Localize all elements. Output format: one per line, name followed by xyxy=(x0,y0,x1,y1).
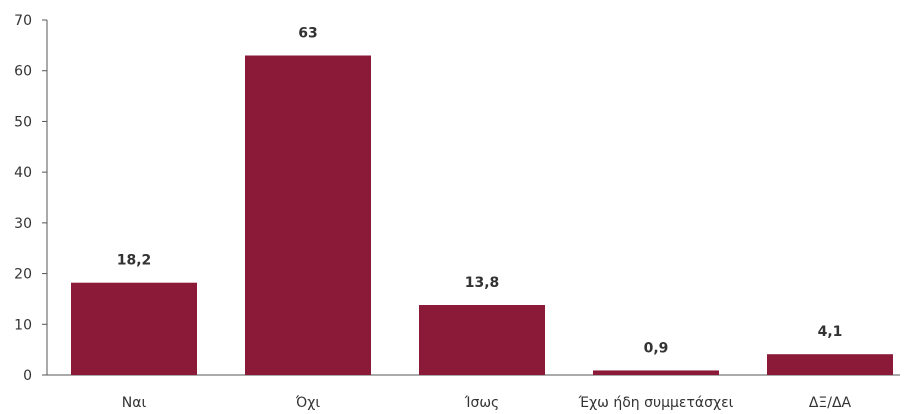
bar-value-label: 13,8 xyxy=(465,275,500,291)
y-axis: 0 10 20 30 40 50 60 70 xyxy=(14,13,48,384)
bar xyxy=(419,305,545,375)
x-category-label: Ίσως xyxy=(464,395,500,411)
bar xyxy=(593,370,719,375)
x-category-label: Όχι xyxy=(295,395,320,411)
y-tick-label: 70 xyxy=(14,13,32,29)
bar xyxy=(767,354,893,375)
bar-value-label: 0,9 xyxy=(644,340,669,356)
bars xyxy=(71,55,893,375)
category-labels: Ναι Όχι Ίσως Έχω ήδη συμμετάσχει ΔΞ/ΔΑ xyxy=(122,395,852,411)
y-tick-label: 50 xyxy=(14,114,32,130)
bar xyxy=(71,282,197,375)
y-tick-label: 0 xyxy=(23,368,32,384)
x-category-label: Ναι xyxy=(122,395,147,411)
y-tick-label: 60 xyxy=(14,64,32,80)
y-tick-label: 40 xyxy=(14,165,32,181)
bar-value-label: 63 xyxy=(298,26,317,42)
x-category-label: Έχω ήδη συμμετάσχει xyxy=(578,395,734,411)
y-tick-label: 10 xyxy=(14,317,32,333)
y-tick-label: 30 xyxy=(14,216,32,232)
x-category-label: ΔΞ/ΔΑ xyxy=(809,395,852,411)
y-tick-label: 20 xyxy=(14,267,32,283)
bar-value-label: 4,1 xyxy=(818,324,843,340)
value-labels: 18,2 63 13,8 0,9 4,1 xyxy=(117,26,843,357)
bar xyxy=(245,55,371,375)
bar-value-label: 18,2 xyxy=(117,253,152,269)
